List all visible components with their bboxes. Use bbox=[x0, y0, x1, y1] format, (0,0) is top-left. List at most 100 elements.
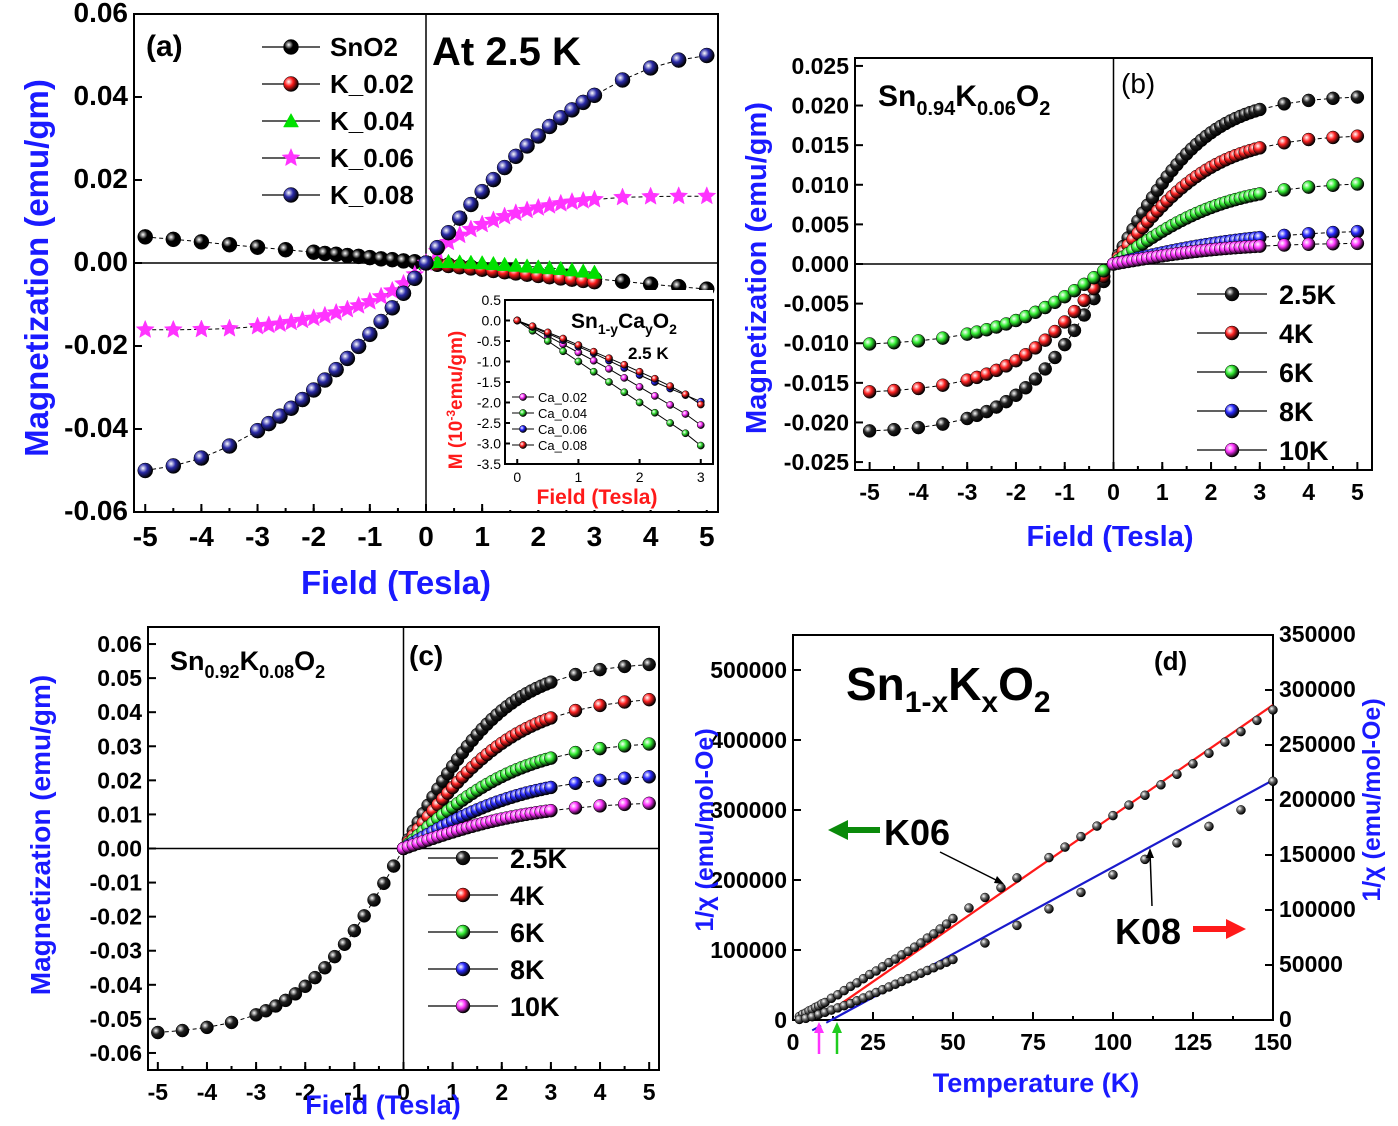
inset-xtick-label: 3 bbox=[697, 469, 705, 485]
panel-a-point-K_0.04 bbox=[586, 264, 603, 279]
panel-c-ytick-label: 0.05 bbox=[97, 665, 142, 691]
inset-point-Ca_0.08 bbox=[605, 354, 613, 363]
panel-a-point-K_0.04 bbox=[564, 262, 580, 277]
panel-c-point-2.5K bbox=[642, 657, 656, 672]
panel-a-xtick-label: 0 bbox=[418, 521, 434, 552]
panel-d-point-K06 bbox=[1044, 852, 1054, 863]
panel-c-point-2.5K bbox=[308, 970, 322, 985]
panel-d-y2label: 1/χ (emu/mol-Oe) bbox=[1358, 698, 1386, 901]
panel-c-point-10K bbox=[593, 799, 607, 813]
panel-c-point-2.5K bbox=[544, 675, 558, 689]
panel-b-point-6K bbox=[1301, 180, 1316, 194]
panel-b-markers bbox=[862, 90, 1365, 438]
inset-point-Ca_0.08 bbox=[635, 367, 644, 376]
panel-d-label: (d) bbox=[1154, 646, 1187, 676]
panel-a-point-K_0.08 bbox=[642, 60, 659, 76]
panel-b-point-2.5K bbox=[999, 394, 1013, 409]
panel-b-point-4K bbox=[1301, 132, 1316, 147]
panel-c-point-6K bbox=[642, 737, 656, 751]
panel-d-point-K06 bbox=[996, 882, 1006, 893]
panel-d-fit-extension-K08 bbox=[811, 998, 871, 1032]
panel-c-xtick-label: 1 bbox=[446, 1079, 459, 1105]
panel-d-y2tick-label: 200000 bbox=[1279, 786, 1356, 812]
panel-d-point-K08 bbox=[1268, 776, 1278, 787]
panel-b-xtick-label: 4 bbox=[1302, 479, 1315, 505]
panel-b-point-4K bbox=[1038, 333, 1052, 347]
panel-b-point-10K bbox=[1277, 238, 1291, 252]
panel-a-legend-label: K_0.02 bbox=[330, 69, 414, 99]
panel-a-point-K_0.08 bbox=[384, 300, 401, 316]
panel-c-ytick-label: 0.06 bbox=[97, 631, 142, 657]
panel-d-ytick-label: 0 bbox=[774, 1007, 787, 1033]
inset-legend-marker bbox=[519, 393, 527, 401]
panel-b-point-10K bbox=[1253, 239, 1267, 253]
inset-point-Ca_0.02 bbox=[635, 383, 644, 391]
panel-c-xtick-label: 5 bbox=[643, 1079, 656, 1105]
panel-a-inset: 0 1 2 3 0.5 0.0 -0.5 -1.0 -1.5 -2.0 -2.5 -3.0 -3.5 S… bbox=[444, 290, 714, 510]
panel-a-point-SnO2 bbox=[277, 241, 294, 258]
panel-d-ytick-label: 500000 bbox=[710, 657, 787, 683]
panel-b-point-2.5K bbox=[1048, 350, 1062, 365]
panel-b-point-4K bbox=[1067, 304, 1082, 319]
panel-d-point-K06 bbox=[980, 892, 990, 903]
panel-c-xtick-label: -3 bbox=[246, 1079, 266, 1105]
panel-d-point-K06 bbox=[1012, 873, 1022, 883]
panel-a-point-K_0.06 bbox=[506, 203, 526, 222]
panel-d-point-K06 bbox=[964, 903, 974, 913]
panel-b-point-6K bbox=[1096, 264, 1111, 278]
panel-a-point-SnO2 bbox=[642, 276, 659, 292]
panel-b-point-6K bbox=[936, 331, 950, 345]
panel-b-xtick-label: -1 bbox=[1054, 479, 1075, 505]
panel-a-point-K_0.08 bbox=[485, 171, 502, 188]
panel-b-label: (b) bbox=[1121, 68, 1155, 99]
panel-c-point-10K bbox=[617, 797, 632, 812]
panel-c-legend-label: 6K bbox=[510, 918, 545, 948]
inset-point-Ca_0.04 bbox=[620, 388, 629, 397]
panel-c-point-2.5K bbox=[593, 662, 607, 677]
panel-b-axes: -5 -4 -3 -2 -1 0 1 2 3 4 5 -0.025 -0.020 -0.015 -0.010… bbox=[784, 53, 1373, 505]
panel-a-point-K_0.08 bbox=[451, 210, 468, 226]
panel-b-point-2.5K bbox=[936, 417, 950, 431]
inset-point-Ca_0.02 bbox=[681, 410, 690, 418]
panel-a-axes: -5 -4 -3 -2 -1 0 1 2 3 4 5-0.06-0.04-0.020.000.020… bbox=[64, 0, 719, 552]
inset-ytick-label: -3.5 bbox=[477, 456, 501, 472]
panel-c-point-6K bbox=[544, 751, 558, 765]
panel-a-legend-marker bbox=[283, 112, 299, 128]
panel-c-point-2.5K bbox=[377, 876, 391, 891]
panel-c-point-2.5K bbox=[617, 659, 632, 674]
panel-b-point-2.5K bbox=[1067, 323, 1082, 338]
panel-b-point-6K bbox=[862, 337, 877, 351]
panel-d-point-K06 bbox=[1108, 810, 1118, 821]
panel-b-legend-marker bbox=[1224, 364, 1240, 380]
panel-b-xlabel: Field (Tesla) bbox=[1026, 521, 1193, 553]
panel-c-point-2.5K bbox=[200, 1020, 214, 1035]
panel-c-ytick-label: 0.01 bbox=[97, 801, 142, 827]
panel-a-ytick-label: -0.06 bbox=[64, 495, 128, 526]
panel-c-legend-marker bbox=[455, 924, 471, 940]
inset-point-Ca_0.02 bbox=[666, 401, 675, 409]
panel-a-point-SnO2 bbox=[137, 229, 153, 245]
inset-point-Ca_0.08 bbox=[620, 360, 629, 369]
panel-d-point-K06 bbox=[1124, 800, 1134, 810]
panel-c-point-8K bbox=[617, 771, 632, 786]
inset-ytick-label: -0.5 bbox=[477, 333, 501, 349]
panel-a-point-K_0.08 bbox=[362, 326, 378, 343]
panel-a-point-K_0.08 bbox=[305, 382, 322, 398]
inset-point-Ca_0.04 bbox=[681, 429, 690, 438]
panel-d-point-K06 bbox=[1156, 780, 1166, 790]
panel-a-point-SnO2 bbox=[193, 234, 210, 250]
panel-a-xtick-label: -4 bbox=[189, 521, 214, 552]
panel-b-point-2.5K bbox=[1301, 93, 1316, 108]
panel-c-title: Sn0.92K0.08O2 bbox=[170, 646, 325, 682]
panel-a-point-K_0.08 bbox=[614, 72, 631, 88]
panel-b-ytick-label: 0.010 bbox=[791, 172, 849, 198]
panel-c-xtick-label: -4 bbox=[197, 1079, 218, 1105]
panel-a-legend-marker bbox=[281, 147, 301, 167]
panel-a-point-K_0.08 bbox=[261, 415, 277, 432]
panel-c-legend-label: 10K bbox=[510, 992, 560, 1022]
panel-b-point-2.5K bbox=[1057, 337, 1072, 352]
panel-a-legend-marker bbox=[283, 76, 299, 92]
panel-c-point-2.5K bbox=[278, 993, 293, 1008]
panel-b-title: Sn0.94K0.06O2 bbox=[878, 80, 1050, 120]
